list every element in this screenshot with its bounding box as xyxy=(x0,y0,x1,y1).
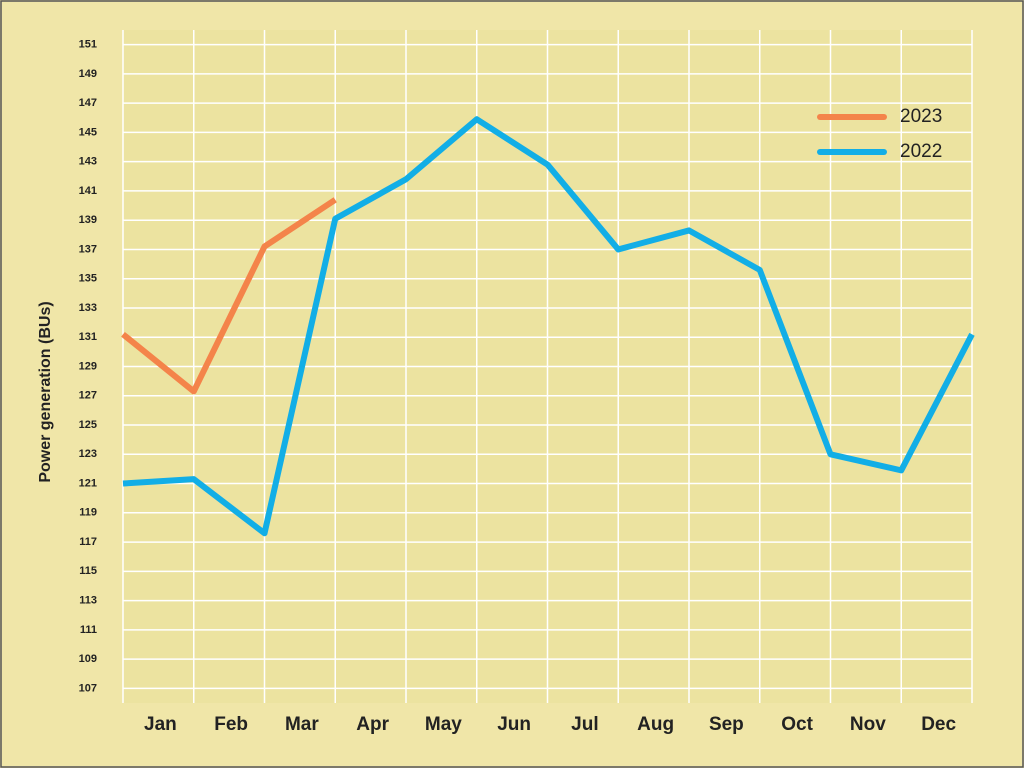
x-tick-label: Mar xyxy=(285,714,319,735)
y-tick-label: 111 xyxy=(80,624,97,636)
x-tick-label: Jun xyxy=(497,714,531,735)
legend-label: 2023 xyxy=(900,106,942,127)
y-tick-label: 129 xyxy=(79,360,97,372)
series-line xyxy=(121,197,337,395)
y-tick-label: 115 xyxy=(79,565,97,577)
y-tick-label: 107 xyxy=(79,682,97,694)
y-tick-label: 131 xyxy=(79,331,97,343)
x-tick-label: Apr xyxy=(356,714,389,735)
y-tick-label: 109 xyxy=(79,653,97,665)
y-tick-label: 121 xyxy=(79,477,97,489)
y-tick-label: 123 xyxy=(79,448,97,460)
legend-label: 2022 xyxy=(900,141,942,162)
x-tick-label: Jul xyxy=(571,714,598,735)
y-tick-label: 151 xyxy=(79,39,97,51)
x-tick-label: Oct xyxy=(781,714,813,735)
y-tick-label: 137 xyxy=(79,243,97,255)
series-line xyxy=(122,116,975,537)
y-tick-label: 149 xyxy=(79,68,97,80)
y-tick-label: 133 xyxy=(79,302,97,314)
y-tick-label: 135 xyxy=(79,273,97,285)
y-tick-label: 141 xyxy=(79,185,97,197)
x-tick-label: Nov xyxy=(850,714,886,735)
x-tick-label: Jan xyxy=(144,714,177,735)
y-tick-label: 145 xyxy=(79,126,97,138)
x-tick-label: Feb xyxy=(214,714,248,735)
y-tick-label: 119 xyxy=(79,507,97,519)
x-tick-label: Aug xyxy=(637,714,674,735)
y-tick-label: 127 xyxy=(79,390,97,402)
y-axis-title: Power generation (BUs) xyxy=(37,301,54,482)
x-tick-label: Sep xyxy=(709,714,744,735)
y-tick-label: 143 xyxy=(79,156,97,168)
y-tick-label: 125 xyxy=(79,419,97,431)
y-tick-label: 113 xyxy=(79,594,97,606)
x-tick-label: Dec xyxy=(921,714,956,735)
y-tick-label: 117 xyxy=(79,536,97,548)
y-tick-label: 147 xyxy=(79,97,97,109)
y-tick-label: 139 xyxy=(79,214,97,226)
x-tick-label: May xyxy=(425,714,462,735)
